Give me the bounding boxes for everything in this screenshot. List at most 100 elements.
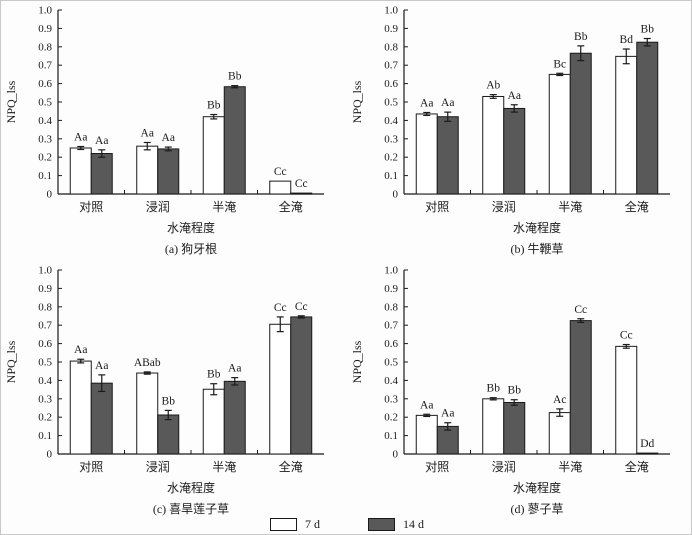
bar-a-s0-g0 [69, 147, 92, 195]
y-tick-label: 0.4 [384, 375, 398, 387]
x-axis-label: 水淹程度 [167, 220, 215, 235]
sig-label: ABab [134, 357, 161, 369]
sig-label: Aa [95, 135, 108, 147]
sig-label: Bb [508, 385, 522, 397]
bar-b-s1-g0 [436, 116, 459, 195]
sig-label: Bc [553, 58, 566, 70]
y-tick-label: 0.5 [384, 357, 398, 369]
y-tick-label: 0 [393, 189, 399, 201]
sig-label: Bb [487, 383, 501, 395]
category-label: 对照 [79, 460, 103, 474]
y-tick-label: 0.2 [384, 412, 398, 424]
category-label: 对照 [79, 200, 103, 214]
sig-label: Cc [574, 304, 587, 316]
bar-d-s1-g3 [636, 452, 659, 455]
chart-c: 0 0.1 0.2 0.3 0.4 0.5 0.6 0.7 0.8 0.9 1.0 Aa Aa 对照 ABa… [4, 265, 324, 516]
category-label: 半淹 [212, 460, 236, 474]
x-axis-label: 水淹程度 [167, 480, 215, 495]
y-tick-label: 0.7 [38, 320, 52, 332]
legend-item-14d: 14 d [368, 517, 424, 532]
x-axis-label: 水淹程度 [513, 480, 561, 495]
y-tick-label: 0.4 [384, 115, 398, 127]
y-tick-label: 0.5 [38, 97, 52, 109]
y-tick-label: 1.0 [38, 265, 52, 277]
bar-d-s1-g1 [503, 401, 526, 455]
sig-label: Aa [441, 97, 454, 109]
bar-b-s0-g2 [548, 73, 571, 195]
chart-d: 0 0.1 0.2 0.3 0.4 0.5 0.6 0.7 0.8 0.9 1.0 Aa Aa 对照 Bb B… [350, 265, 670, 516]
bar-b-s1-g3 [636, 41, 659, 195]
y-tick-label: 0.2 [384, 152, 398, 164]
bar-d-s0-g3 [615, 345, 638, 455]
bar-a-s1-g0 [90, 153, 113, 195]
bar-b-s0-g0 [415, 113, 438, 195]
bar-d-s0-g1 [482, 398, 505, 455]
bar-b-s1-g1 [503, 107, 526, 195]
y-tick-label: 0.1 [384, 170, 398, 182]
legend-swatch-14d [368, 517, 395, 531]
sig-label: Bd [620, 34, 634, 46]
y-tick-label: 0.3 [384, 133, 398, 145]
y-tick-label: 1.0 [384, 265, 398, 277]
y-tick-label: 0.9 [384, 23, 398, 35]
sig-label: Dd [640, 438, 654, 450]
panel-d: 0 0.1 0.2 0.3 0.4 0.5 0.6 0.7 0.8 0.9 1.0 Aa Aa 对照 Bb B… [347, 261, 691, 521]
y-tick-label: 0.3 [384, 393, 398, 405]
y-tick-label: 0.6 [38, 78, 52, 90]
y-tick-label: 1.0 [384, 5, 398, 17]
bar-a-s0-g1 [136, 145, 159, 195]
y-tick-label: 0.7 [384, 320, 398, 332]
sig-label: Bb [641, 24, 655, 36]
y-tick-label: 0.8 [38, 301, 52, 313]
y-tick-label: 0.1 [384, 430, 398, 442]
bar-c-s0-g0 [69, 360, 92, 455]
category-label: 浸润 [492, 460, 516, 474]
sig-label: Cc [274, 166, 287, 178]
category-label: 半淹 [558, 460, 582, 474]
panel-c: 0 0.1 0.2 0.3 0.4 0.5 0.6 0.7 0.8 0.9 1.0 Aa Aa 对照 ABa… [1, 261, 347, 521]
panel-caption: (d) 蓼子草 [511, 502, 564, 516]
y-tick-label: 0.7 [384, 60, 398, 72]
y-tick-label: 0.7 [38, 60, 52, 72]
category-label: 全淹 [279, 199, 303, 214]
y-tick-label: 0 [47, 189, 53, 201]
sig-label: Cc [295, 301, 308, 313]
bar-b-s1-g2 [569, 52, 592, 195]
y-tick-label: 0.6 [384, 78, 398, 90]
y-tick-label: 0.4 [38, 375, 52, 387]
y-tick-label: 0.6 [384, 338, 398, 350]
sig-label: Cc [620, 330, 633, 342]
y-tick-label: 0.1 [38, 170, 52, 182]
sig-label: Aa [74, 344, 87, 356]
y-axis-label: NPQ_lss [350, 80, 364, 123]
sig-label: Aa [441, 408, 454, 420]
bar-a-s0-g2 [202, 116, 225, 195]
y-tick-label: 0.6 [38, 338, 52, 350]
panel-caption: (a) 狗牙根 [165, 242, 217, 256]
chart-b: 0 0.1 0.2 0.3 0.4 0.5 0.6 0.7 0.8 0.9 1.0 Aa Aa 对照 Ab A… [350, 5, 670, 256]
sig-label: Aa [141, 127, 154, 139]
category-label: 全淹 [625, 199, 649, 214]
y-axis-label: NPQ_lss [4, 80, 18, 123]
legend-label-14d: 14 d [403, 516, 424, 531]
bar-c-s0-g2 [202, 388, 225, 455]
sig-label: Aa [74, 132, 87, 144]
legend-label-7d: 7 d [305, 516, 320, 531]
y-tick-label: 0 [47, 449, 53, 461]
sig-label: Bb [574, 31, 588, 43]
bar-c-s0-g3 [269, 323, 292, 455]
sig-label: Aa [95, 360, 108, 372]
y-tick-label: 0.3 [38, 133, 52, 145]
y-tick-label: 0.9 [38, 23, 52, 35]
bar-b-s0-g3 [615, 55, 638, 195]
category-label: 浸润 [492, 200, 516, 214]
category-label: 浸润 [146, 200, 170, 214]
y-tick-label: 0.8 [384, 301, 398, 313]
y-tick-label: 0.8 [384, 41, 398, 53]
bar-a-s1-g1 [157, 148, 180, 195]
bar-a-s1-g3 [290, 192, 313, 195]
sig-label: Aa [162, 132, 175, 144]
y-tick-label: 0.9 [38, 283, 52, 295]
bar-c-s1-g3 [290, 316, 313, 455]
